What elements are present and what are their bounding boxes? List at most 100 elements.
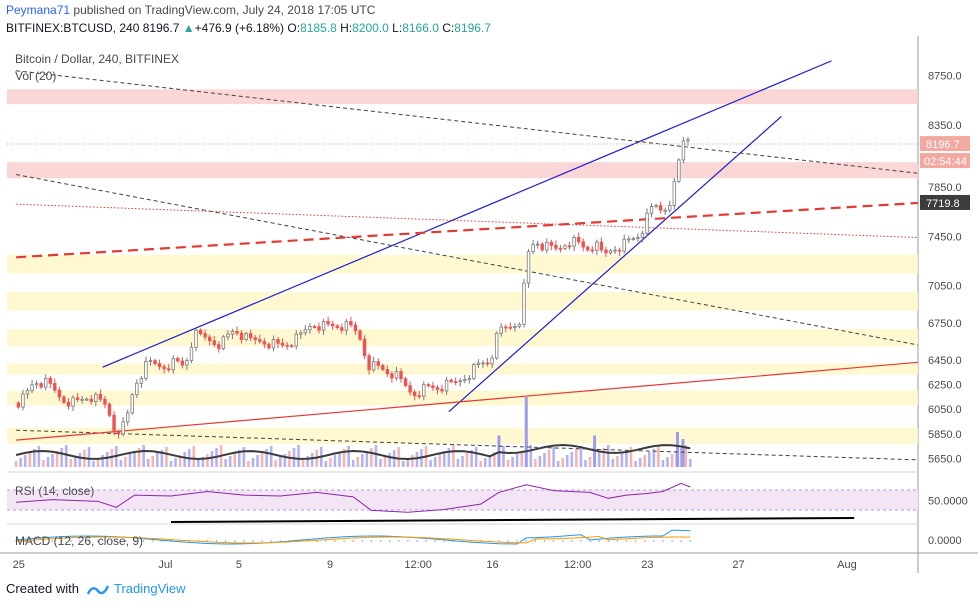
candle-body: [481, 362, 485, 365]
volume-bar: [169, 461, 173, 467]
candle-body: [57, 389, 62, 398]
volume-bar: [647, 452, 651, 467]
volume-bar: [74, 456, 77, 467]
volume-bar: [301, 459, 305, 467]
zone-yellow-3: [7, 291, 918, 311]
y-tick-label: 6750.0: [928, 318, 962, 330]
candle-body: [85, 398, 89, 401]
candle-body: [30, 384, 34, 392]
macd-histogram-bar: [680, 540, 682, 542]
candle-body: [44, 377, 48, 388]
trendline-channel-upper[interactable]: [102, 60, 832, 368]
candle-body: [549, 241, 554, 246]
trendline-support-dashed[interactable]: [16, 429, 919, 461]
symbol-name: BITFINEX:BTCUSD, 240: [6, 21, 140, 35]
macd-histogram-bar: [88, 540, 90, 542]
volume-bar: [679, 448, 683, 467]
last-price: 8196.7: [142, 21, 180, 35]
candle-body: [526, 251, 531, 284]
volume-bar: [333, 455, 337, 467]
macd-histogram-bar: [498, 540, 500, 542]
candle-body: [636, 237, 640, 239]
volume-bar: [570, 452, 574, 467]
candle-body: [467, 377, 472, 381]
macd-histogram-bar: [589, 540, 591, 542]
price-chart[interactable]: 8750.0 8350.0 7850.0 7450.0 7050.0 6750.0 6450…: [0, 36, 978, 573]
volume-bar: [547, 450, 551, 467]
candle-body: [25, 390, 30, 395]
change-arrow-icon: ▲: [182, 21, 195, 35]
low-label: L:: [392, 21, 403, 35]
volume-bar: [579, 446, 583, 467]
x-tick-label: 9: [327, 559, 333, 571]
open-value: 8185.8: [300, 21, 337, 35]
author-link[interactable]: Peymana71: [6, 3, 71, 17]
trendline-red-dashed-thick[interactable]: [16, 201, 919, 259]
volume-bar: [684, 445, 687, 467]
tradingview-link[interactable]: TradingView: [114, 581, 186, 596]
candle-body: [390, 373, 394, 379]
volume-bar: [338, 452, 341, 467]
candle-body: [353, 324, 358, 332]
candle-body: [463, 379, 467, 382]
candle-body: [586, 246, 590, 251]
candle-body: [444, 379, 449, 392]
candle-body: [608, 250, 613, 254]
volume-bar: [347, 446, 350, 467]
candle-body: [66, 401, 71, 407]
trendline-resistance-dashed-2[interactable]: [16, 174, 919, 346]
volume-bar: [128, 454, 132, 467]
chart-title: Bitcoin / Dollar, 240, BITFINEX: [15, 52, 179, 66]
candle-body: [21, 393, 25, 408]
trendline-channel-lower[interactable]: [448, 116, 782, 413]
macd-histogram-bar: [571, 540, 573, 542]
published-text: published on TradingView.com, July 24, 2…: [73, 3, 376, 17]
candle-body: [358, 330, 362, 340]
volume-bar: [565, 455, 569, 467]
volume-bar: [529, 445, 533, 467]
volume-bar: [356, 457, 360, 467]
candle-body: [499, 326, 503, 334]
macd-histogram-bar: [616, 540, 618, 542]
candle-body: [139, 378, 144, 384]
x-tick-label: Jul: [158, 559, 172, 571]
candle-body: [403, 378, 408, 386]
macd-histogram-bar: [489, 540, 491, 542]
close-value: 8196.7: [454, 21, 491, 35]
candle-body: [640, 232, 645, 238]
candle-body: [627, 238, 631, 241]
macd-histogram-bar: [261, 540, 263, 542]
volume-bar: [60, 448, 63, 467]
candle-body: [217, 344, 221, 349]
volume-bar: [520, 451, 524, 467]
volume-bar: [151, 456, 155, 467]
zone-yellow-4: [7, 328, 918, 347]
macd-histogram-bar: [206, 540, 209, 542]
trendline-resistance-dashed-1[interactable]: [16, 70, 919, 174]
volume-bar: [370, 448, 373, 467]
zone-yellow-5: [7, 363, 918, 375]
volume-bar: [602, 448, 606, 467]
candle-body: [490, 357, 494, 365]
candle-body: [604, 249, 608, 254]
volume-bar: [365, 451, 369, 467]
macd-histogram-bar: [644, 540, 646, 542]
volume-bar: [96, 458, 100, 467]
volume-bar: [78, 453, 82, 467]
candle-body: [62, 396, 66, 403]
candle-body: [312, 326, 317, 328]
volume-bar: [383, 456, 387, 467]
volume-bar: [661, 460, 665, 467]
candle-body: [417, 395, 421, 398]
candle-body: [476, 362, 481, 366]
macd-histogram-bar: [516, 540, 518, 542]
tradingview-logo-icon: [86, 585, 109, 595]
trendline-red-support[interactable]: [16, 361, 919, 441]
macd-histogram-bar: [434, 540, 436, 542]
candle-body: [426, 384, 431, 387]
macd-histogram-bar: [61, 540, 63, 542]
rsi-trendline: [170, 517, 855, 523]
candle-body: [485, 362, 490, 365]
candle-body: [212, 340, 216, 346]
candle-body: [330, 323, 335, 327]
